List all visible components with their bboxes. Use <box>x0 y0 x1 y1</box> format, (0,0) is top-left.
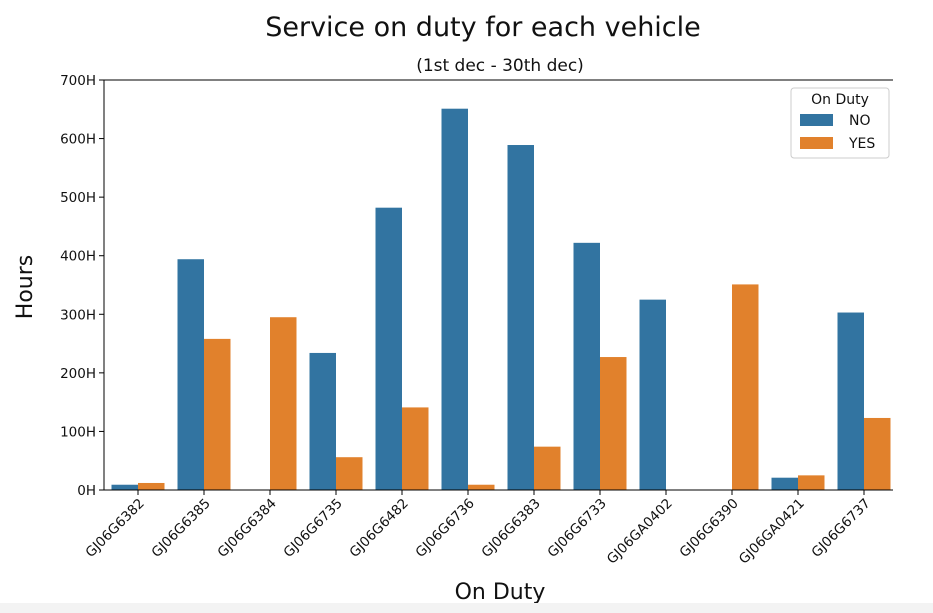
bar-no-gj06ga0421 <box>771 477 798 490</box>
chart-title: Service on duty for each vehicle <box>265 12 701 43</box>
bar-no-gj06g6385 <box>177 259 204 490</box>
x-tick-label: GJ06G6383 <box>478 496 543 561</box>
bar-yes-gj06g6390 <box>732 284 759 490</box>
bar-yes-gj06g6735 <box>336 457 363 490</box>
x-tick-label: GJ06G6733 <box>544 496 609 561</box>
chart-subtitle: (1st dec - 30th dec) <box>416 56 584 76</box>
y-tick-label: 0H <box>77 483 96 499</box>
legend-label-yes: YES <box>848 136 875 152</box>
bar-yes-gj06g6382 <box>138 482 165 490</box>
x-axis-ticks: GJ06G6382 GJ06G6385 GJ06G6384 GJ06G6735 GJ06… <box>82 490 874 568</box>
bar-yes-gj06g6736 <box>468 484 495 490</box>
legend-label-no: NO <box>849 113 871 129</box>
bottom-strip <box>0 603 933 613</box>
bar-no-gj06g6382 <box>111 484 138 490</box>
x-tick-label: GJ06GA0402 <box>604 496 676 568</box>
bar-no-gj06g6737 <box>837 312 864 490</box>
x-tick-label: GJ06G6385 <box>148 496 213 561</box>
y-tick-label: 500H <box>60 190 96 206</box>
y-tick-label: 100H <box>60 424 96 440</box>
bar-no-gj06g6482 <box>375 207 402 490</box>
y-tick-label: 300H <box>60 307 96 323</box>
x-tick-label: GJ06G6736 <box>412 496 477 561</box>
y-tick-label: 200H <box>60 366 96 382</box>
x-tick-label: GJ06G6482 <box>346 496 411 561</box>
bars <box>111 108 891 490</box>
bar-yes-gj06g6737 <box>864 417 891 490</box>
x-tick-label: GJ06GA0421 <box>736 496 808 568</box>
legend-swatch-no <box>800 114 833 126</box>
bar-yes-gj06g6733 <box>600 357 627 490</box>
x-tick-label: GJ06G6382 <box>82 496 147 561</box>
y-tick-label: 600H <box>60 132 96 148</box>
bar-no-gj06ga0402 <box>639 299 666 490</box>
bar-no-gj06g6736 <box>441 108 468 490</box>
x-axis-label: On Duty <box>455 580 546 605</box>
legend-swatch-yes <box>800 137 833 149</box>
bar-yes-gj06ga0421 <box>798 475 825 490</box>
y-tick-label: 400H <box>60 249 96 265</box>
x-tick-label: GJ06G6384 <box>214 496 279 561</box>
y-axis-label: Hours <box>13 255 38 319</box>
legend-title: On Duty <box>811 92 869 108</box>
bar-yes-gj06g6383 <box>534 446 561 490</box>
x-tick-label: GJ06G6737 <box>808 496 873 561</box>
bar-yes-gj06g6385 <box>204 338 231 490</box>
y-tick-label: 700H <box>60 73 96 89</box>
bar-no-gj06g6383 <box>507 145 534 490</box>
y-axis-ticks: 0H 100H 200H 300H 400H 500H 600H 700H <box>60 73 104 499</box>
bar-yes-gj06g6384 <box>270 317 297 490</box>
bar-no-gj06g6733 <box>573 242 600 490</box>
bar-yes-gj06g6482 <box>402 407 429 490</box>
legend: On Duty NO YES <box>790 87 890 159</box>
x-tick-label: GJ06G6735 <box>280 496 345 561</box>
x-tick-label: GJ06G6390 <box>676 496 741 561</box>
bar-no-gj06g6735 <box>309 352 336 490</box>
